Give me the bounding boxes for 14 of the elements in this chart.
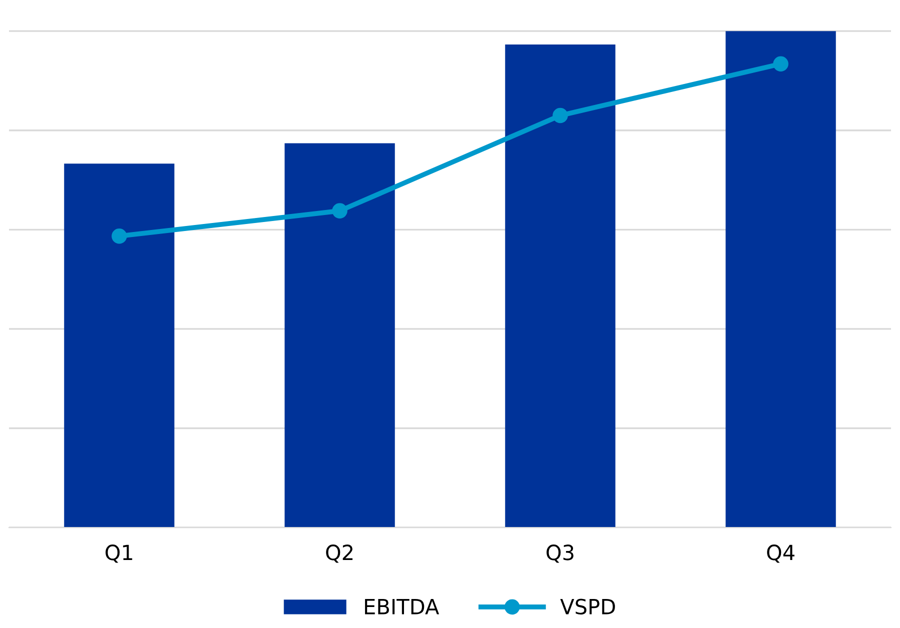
x-tick-label: Q2 [326,544,352,563]
point [112,228,127,244]
bar [726,31,836,528]
bar [284,143,395,528]
bar [64,164,174,528]
point [552,108,568,124]
x-tick-label: Q4 [767,544,794,563]
x-tick-label: Q3 [546,544,574,563]
point [332,203,348,218]
x-tick-label: Q1 [106,544,132,563]
point [773,56,788,72]
legend-label: EBITDA [365,599,440,614]
bar [505,44,616,528]
legend-label: VSPD [560,598,615,615]
